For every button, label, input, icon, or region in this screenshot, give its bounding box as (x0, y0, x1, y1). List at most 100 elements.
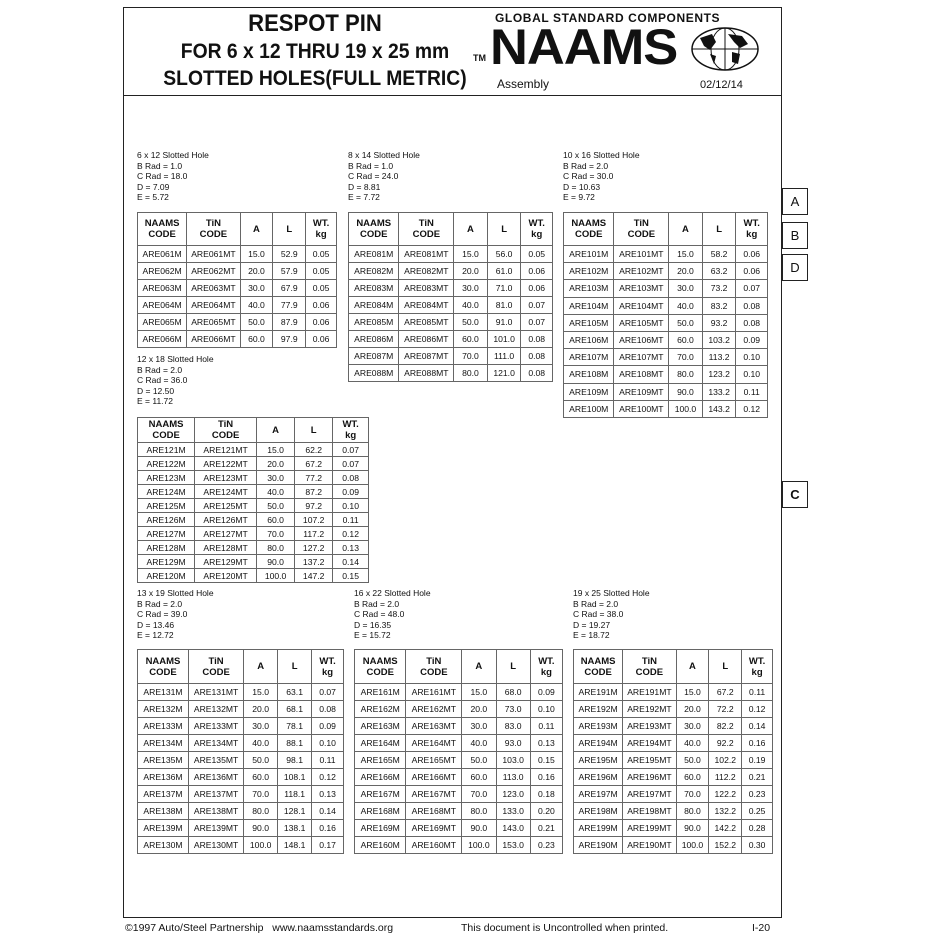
data-row: ARE126M ARE126MT 60.0 107.2 0.11 (136, 512, 369, 527)
header-row: NAAMS CODE TiN CODE A L WT. kg (136, 417, 369, 443)
data-cell: 0.14 (332, 554, 369, 569)
side-tab: A (782, 188, 808, 215)
data-cell: 20.0 (243, 700, 279, 718)
data-cell: ARE161MT (405, 683, 463, 701)
data-cell: 0.30 (741, 836, 773, 854)
data-cell: ARE136MT (187, 768, 245, 786)
data-cell: ARE165MT (405, 751, 463, 769)
title-line: FOR 6 x 12 THRU 19 x 25 mm (180, 40, 450, 63)
data-cell: ARE128MT (194, 540, 258, 555)
header-cell: A (461, 649, 497, 684)
data-row: ARE133M ARE133MT 30.0 78.1 0.09 (137, 717, 344, 735)
data-row: ARE109M ARE109MT 90.0 133.2 0.11 (562, 382, 768, 401)
data-cell: 123.2 (701, 365, 737, 384)
data-cell: 15.0 (668, 244, 703, 264)
data-cell: ARE107MT (613, 348, 670, 367)
data-cell: 0.10 (311, 734, 344, 752)
header-text: TiN (633, 218, 649, 229)
spec-table: NAAMS CODE TiN CODE A L WT. kg ARE161M ARE161MT 15… (353, 649, 564, 854)
data-cell: ARE061MT (186, 245, 241, 263)
data-cell: 93.0 (495, 734, 531, 752)
header-text: A (689, 661, 696, 672)
header-cell: L (277, 649, 313, 684)
data-cell: 111.0 (486, 347, 522, 365)
data-cell: 40.0 (675, 734, 710, 752)
data-row: ARE198M ARE198MT 80.0 132.2 0.25 (572, 802, 773, 820)
data-cell: ARE129MT (194, 554, 258, 569)
header-text: A (475, 661, 483, 672)
side-tab: D (782, 254, 808, 281)
data-cell: 82.2 (708, 717, 743, 735)
data-cell: ARE135MT (187, 751, 245, 769)
caption-line: E = 7.72 (348, 192, 380, 203)
data-cell: 0.10 (332, 498, 369, 513)
data-cell: 30.0 (668, 279, 703, 298)
data-cell: ARE199M (572, 819, 624, 837)
data-row: ARE132M ARE132MT 20.0 68.1 0.08 (137, 700, 344, 718)
data-cell: ARE137MT (187, 785, 245, 803)
header-text: NAAMS (356, 218, 392, 229)
header-text: NAAMS (580, 655, 616, 667)
data-cell: 0.17 (311, 836, 344, 854)
data-row: ARE129M ARE129MT 90.0 137.2 0.14 (136, 554, 369, 569)
data-row: ARE196M ARE196MT 60.0 112.2 0.21 (572, 768, 773, 786)
data-cell: 0.23 (741, 785, 773, 803)
data-cell: 15.0 (243, 683, 279, 701)
data-cell: 0.07 (735, 279, 768, 298)
data-cell: 148.1 (277, 836, 313, 854)
page-number: I-20 (752, 922, 771, 934)
header-text: TiN (641, 655, 657, 667)
data-cell: ARE121M (136, 442, 196, 457)
data-cell: 121.0 (486, 364, 522, 382)
data-cell: 70.0 (668, 348, 703, 367)
revision-date: 02/12/14 (700, 79, 743, 91)
data-row: ARE066M ARE066MT 60.0 97.9 0.06 (136, 330, 337, 348)
caption-line: D = 16.35 (354, 619, 392, 630)
spec-table: NAAMS CODE TiN CODE A L WT. kg ARE131M ARE131MT 15… (137, 649, 344, 854)
data-cell: 40.0 (453, 296, 488, 314)
header-text: L (716, 223, 722, 235)
data-cell: 0.07 (520, 296, 553, 314)
data-cell: 123.0 (495, 785, 531, 803)
data-row: ARE086M ARE086MT 60.0 101.0 0.08 (347, 330, 553, 348)
data-cell: ARE193MT (622, 717, 677, 735)
header-text: A (257, 661, 265, 672)
data-cell: 0.08 (520, 364, 553, 382)
data-cell: 87.2 (294, 484, 334, 499)
data-cell: 40.0 (461, 734, 497, 752)
data-cell: 70.0 (453, 347, 488, 365)
data-cell: 20.0 (239, 262, 274, 280)
data-cell: 0.15 (332, 568, 369, 583)
data-cell: 20.0 (668, 262, 703, 281)
spec-table: NAAMS CODE TiN CODE A L WT. kg ARE121M ARE121MT 15… (136, 417, 369, 583)
data-cell: 30.0 (675, 717, 710, 735)
data-cell: ARE063M (136, 279, 188, 297)
data-cell: 50.0 (675, 751, 710, 769)
data-cell: ARE196MT (622, 768, 677, 786)
side-tab: B (782, 222, 808, 249)
caption-line: 12 x 18 Slotted Hole (137, 354, 214, 364)
table-caption: 8 x 14 Slotted Hole B Rad = 1.0 C Rad = 24… (348, 150, 420, 203)
data-cell: 90.0 (256, 554, 296, 569)
data-cell: 71.0 (486, 279, 522, 297)
data-cell: 80.0 (461, 802, 497, 820)
data-cell: 97.9 (272, 330, 307, 348)
data-cell: ARE195M (572, 751, 624, 769)
spec-table: NAAMS CODE TiN CODE A L WT. kg ARE081M ARE081MT 15… (347, 212, 553, 382)
caption-line: 8 x 14 Slotted Hole (348, 150, 420, 160)
header-text: NAAMS (571, 218, 607, 229)
data-cell: ARE136M (137, 768, 189, 786)
data-cell: 0.09 (529, 683, 564, 701)
header-cell: NAAMS CODE (136, 417, 196, 443)
data-cell: 0.12 (735, 399, 768, 418)
data-cell: 52.9 (272, 245, 307, 263)
data-cell: 0.06 (520, 262, 553, 280)
data-cell: 20.0 (453, 262, 488, 280)
caption-line: C Rad = 36.0 (137, 375, 188, 386)
data-row: ARE166M ARE166MT 60.0 113.0 0.16 (353, 768, 564, 786)
data-cell: ARE123M (136, 470, 196, 485)
header-text: NAAMS (144, 218, 180, 229)
data-row: ARE062M ARE062MT 20.0 57.9 0.05 (136, 262, 337, 280)
data-cell: ARE164M (353, 734, 407, 752)
caption-line: D = 19.27 (573, 619, 611, 630)
